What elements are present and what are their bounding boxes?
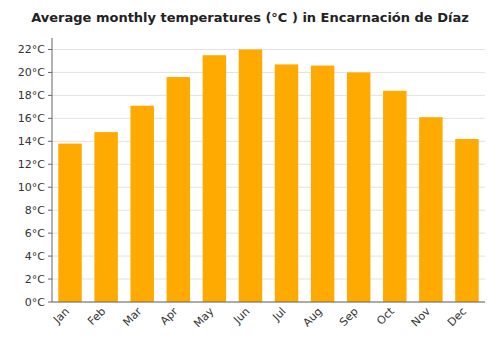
y-tick-label: 0°C (25, 296, 45, 309)
y-tick (48, 302, 52, 303)
y-tick-label: 10°C (18, 181, 45, 194)
y-tick (48, 95, 52, 96)
grid-line (52, 72, 485, 73)
bar (275, 64, 298, 302)
y-tick (48, 187, 52, 188)
y-tick (48, 141, 52, 142)
y-axis-line (52, 38, 53, 302)
y-tick-label: 2°C (25, 273, 45, 286)
x-tick-label: Feb (85, 305, 108, 328)
grid-line (52, 95, 485, 96)
bars (58, 49, 478, 302)
y-tick (48, 279, 52, 280)
bar (455, 139, 478, 302)
x-tick-label: Jun (231, 305, 253, 327)
x-tick-label: Jul (269, 305, 288, 324)
y-tick-label: 20°C (18, 66, 45, 79)
bar (203, 55, 226, 302)
bar (347, 72, 370, 302)
x-tick-label: May (191, 305, 217, 331)
x-tick-label: Mar (120, 305, 144, 329)
y-axis: 0°C 2°C 4°C 6°C 8°C 10°C 12°C 14°C 16°C 18°C 20°C 2… (18, 43, 52, 309)
title: Average monthly temperatures (°C ) in En… (31, 10, 469, 25)
y-tick (48, 164, 52, 165)
y-tick-label: 22°C (18, 43, 45, 56)
x-axis: Jan Feb Mar Apr May Jun Jul Aug Sep Oct Nov Dec (50, 304, 469, 330)
y-tick-label: 6°C (25, 227, 45, 240)
x-tick-label: Sep (337, 305, 361, 329)
y-tick-label: 12°C (18, 158, 45, 171)
y-tick-label: 14°C (18, 135, 45, 148)
x-tick-label: Nov (409, 305, 434, 330)
grid-line (52, 49, 485, 50)
y-tick-label: 16°C (18, 112, 45, 125)
y-tick-label: 18°C (18, 89, 45, 102)
y-tick (48, 256, 52, 257)
x-axis-line (52, 302, 485, 303)
bar (58, 144, 81, 302)
bar (419, 117, 442, 302)
y-tick-label: 8°C (25, 204, 45, 217)
y-tick (48, 233, 52, 234)
y-tick (48, 49, 52, 50)
y-tick (48, 118, 52, 119)
bar (94, 132, 117, 302)
x-tick-label: Dec (445, 305, 469, 329)
x-tick-label: Oct (374, 304, 397, 327)
bar (239, 49, 262, 302)
bar (167, 77, 190, 302)
x-tick-label: Jan (50, 305, 72, 327)
y-tick-label: 4°C (25, 250, 45, 263)
bar (383, 91, 406, 302)
grid (52, 49, 485, 302)
page: {"chart_data": {"type": "bar", "title": … (0, 0, 500, 350)
x-tick-label: Aug (300, 305, 324, 329)
bar (130, 106, 153, 302)
x-tick-label: Apr (158, 305, 181, 328)
grid-line (52, 302, 485, 303)
bar (311, 66, 334, 302)
y-tick (48, 210, 52, 211)
chart-container: Average monthly temperatures (°C ) in En… (0, 0, 500, 350)
chart-svg: Average monthly temperatures (°C ) in En… (0, 0, 500, 350)
y-tick (48, 72, 52, 73)
